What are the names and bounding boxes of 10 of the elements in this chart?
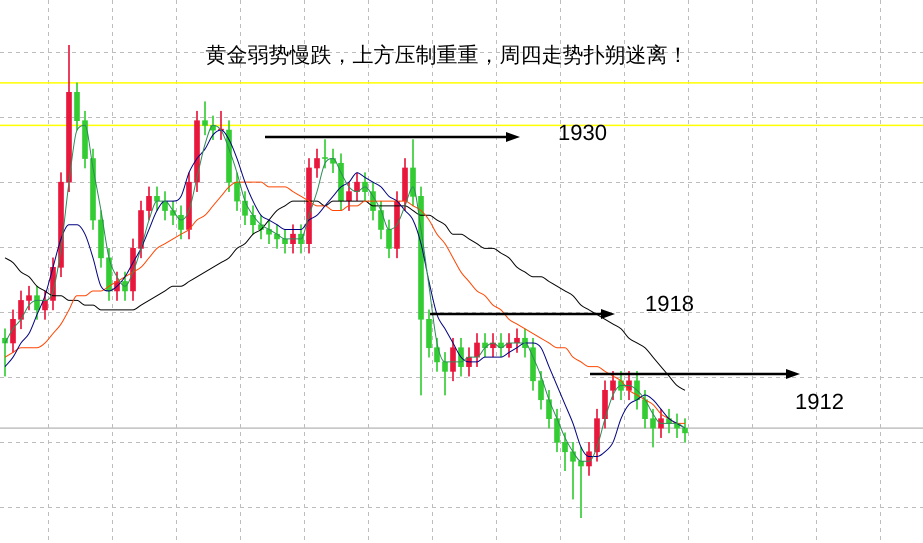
candlestick bbox=[578, 446, 584, 518]
candlestick bbox=[570, 442, 576, 500]
candlestick bbox=[322, 139, 328, 168]
candlestick bbox=[682, 418, 688, 443]
candlestick bbox=[202, 101, 208, 136]
text: 1912 bbox=[795, 389, 844, 414]
annotation: 1930 bbox=[558, 120, 607, 146]
candlestick bbox=[442, 352, 448, 396]
annotation: 1918 bbox=[645, 291, 694, 316]
chart-title: 黄金弱势慢跌，上方压制重重，周四走势扑朔迷离！ bbox=[204, 42, 690, 69]
